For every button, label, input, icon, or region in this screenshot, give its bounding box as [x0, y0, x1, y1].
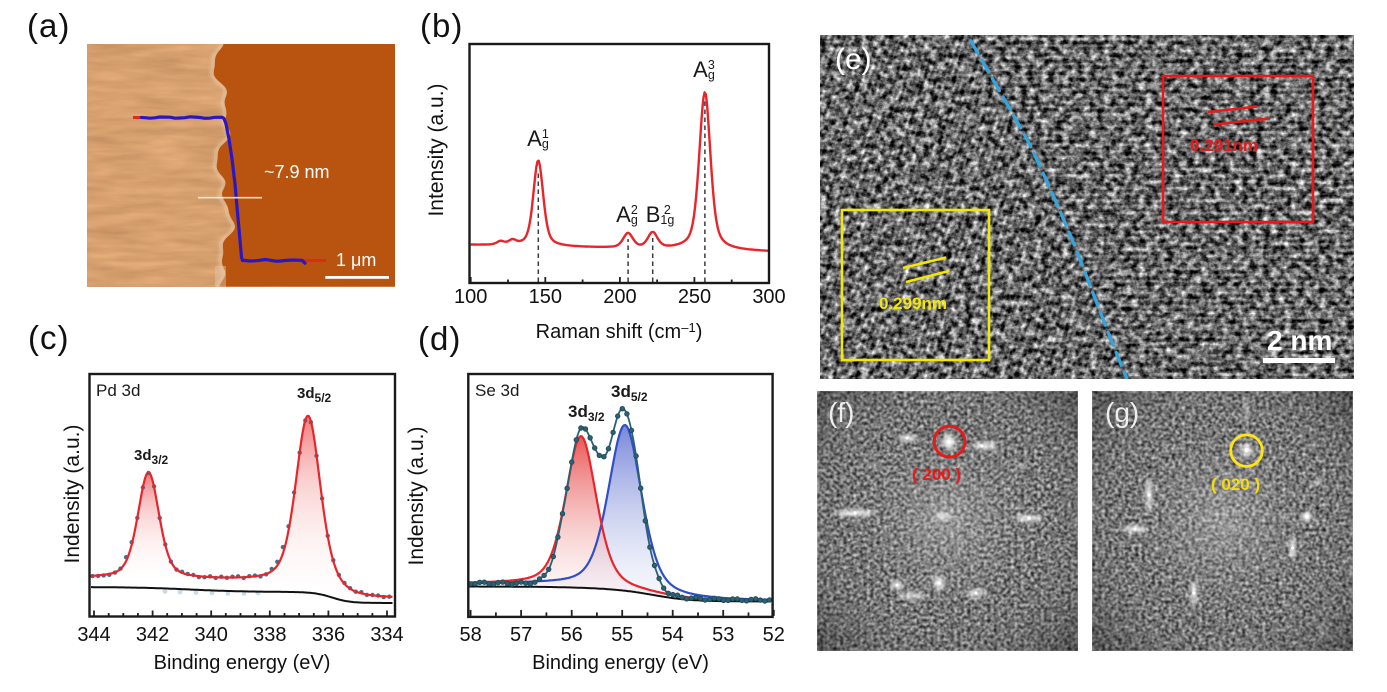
svg-text:~7.9 nm: ~7.9 nm	[264, 162, 330, 182]
svg-text:( 200 ): ( 200 )	[912, 465, 961, 484]
svg-text:0.299nm: 0.299nm	[879, 294, 947, 313]
svg-text:0.291nm: 0.291nm	[1190, 136, 1258, 155]
svg-text:(e): (e)	[835, 43, 872, 76]
svg-text:( 020 ): ( 020 )	[1211, 475, 1260, 494]
svg-text:2 nm: 2 nm	[1267, 325, 1332, 356]
svg-text:(g): (g)	[1105, 397, 1139, 428]
svg-text:1 μm: 1 μm	[336, 250, 376, 270]
svg-text:(f): (f)	[828, 397, 854, 428]
